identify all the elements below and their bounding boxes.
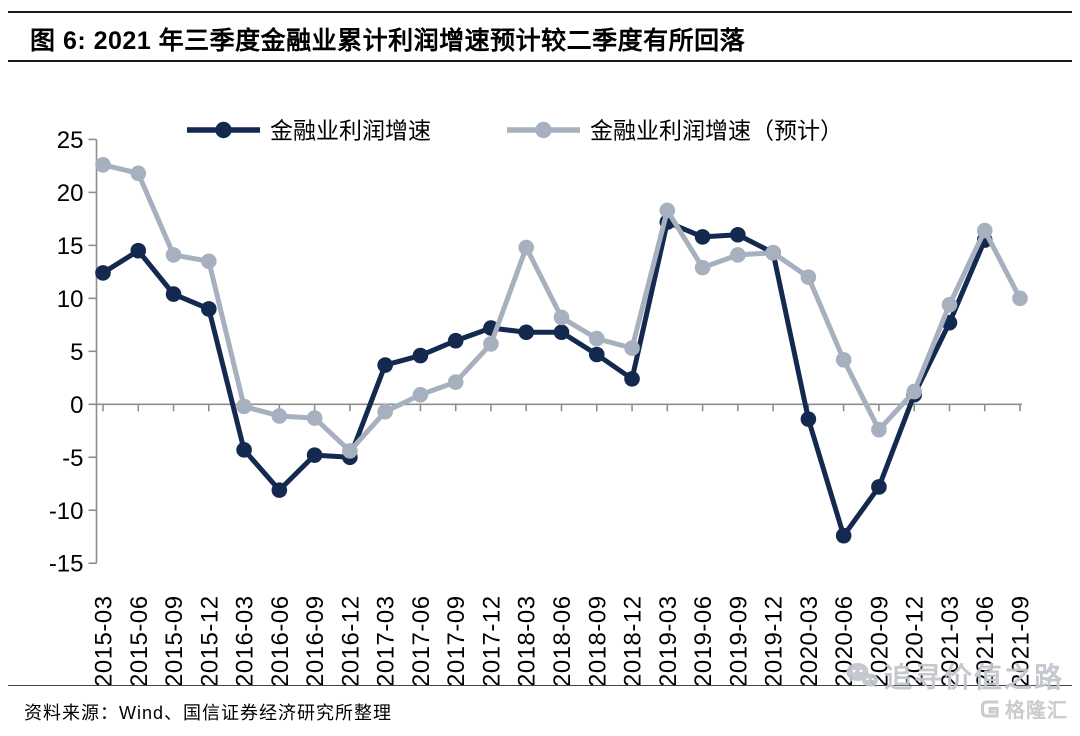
svg-text:2016-09: 2016-09 (302, 595, 329, 687)
gelonghui-logo: 格隆汇 (979, 694, 1068, 723)
svg-text:2016-06: 2016-06 (267, 595, 294, 687)
figure-title: 图 6: 2021 年三季度金融业累计利润增速预计较二季度有所回落 (30, 27, 746, 55)
svg-text:金融业利润增速: 金融业利润增速 (270, 118, 431, 144)
legend: 金融业利润增速 金融业利润增速（预计） (187, 118, 843, 144)
svg-text:10: 10 (57, 286, 84, 313)
svg-text:25: 25 (57, 127, 84, 154)
svg-text:2018-12: 2018-12 (620, 595, 647, 687)
wechat-icon (846, 663, 878, 688)
svg-text:2018-06: 2018-06 (549, 595, 576, 687)
svg-text:2020-03: 2020-03 (796, 595, 823, 687)
svg-text:金融业利润增速（预计）: 金融业利润增速（预计） (590, 118, 843, 144)
svg-text:2017-12: 2017-12 (478, 595, 505, 687)
svg-text:2021-09: 2021-09 (1008, 595, 1035, 687)
svg-text:20: 20 (57, 180, 84, 207)
svg-text:-15: -15 (49, 551, 84, 578)
svg-text:2019-06: 2019-06 (690, 595, 717, 687)
svg-text:2019-09: 2019-09 (725, 595, 752, 687)
svg-text:2016-12: 2016-12 (337, 595, 364, 687)
svg-text:2015-06: 2015-06 (126, 595, 153, 687)
svg-text:2015-12: 2015-12 (196, 595, 223, 687)
top-rule (8, 11, 1072, 13)
svg-text:2020-12: 2020-12 (902, 595, 929, 687)
title-rule (8, 60, 1072, 62)
svg-text:-5: -5 (62, 445, 83, 472)
svg-text:2018-09: 2018-09 (584, 595, 611, 687)
svg-text:2019-12: 2019-12 (761, 595, 788, 687)
svg-text:2017-09: 2017-09 (443, 595, 470, 687)
svg-text:2018-03: 2018-03 (514, 595, 541, 687)
svg-text:2021-03: 2021-03 (937, 595, 964, 687)
svg-text:2017-06: 2017-06 (408, 595, 435, 687)
svg-text:15: 15 (57, 233, 84, 260)
svg-text:2015-09: 2015-09 (161, 595, 188, 687)
gelonghui-logo-text: 格隆汇 (1005, 700, 1068, 722)
watermark-text: 追寻价值之路 (883, 662, 1064, 693)
svg-text:2019-03: 2019-03 (655, 595, 682, 687)
svg-text:2016-03: 2016-03 (232, 595, 259, 687)
bottom-rule (8, 685, 1072, 686)
svg-text:5: 5 (70, 339, 83, 366)
svg-text:-10: -10 (49, 498, 84, 525)
watermark: 追寻价值之路 (845, 656, 1064, 696)
source-note: 资料来源：Wind、国信证券经济研究所整理 (24, 703, 393, 723)
svg-text:0: 0 (70, 392, 83, 419)
data-series (95, 157, 1028, 544)
svg-text:2020-09: 2020-09 (866, 595, 893, 687)
gelonghui-g-icon (981, 700, 999, 717)
y-axis: 25 20 15 10 5 0 -5 -10 -15 (49, 127, 98, 578)
svg-text:2021-06: 2021-06 (972, 595, 999, 687)
svg-text:2015-03: 2015-03 (91, 595, 118, 687)
svg-text:2017-03: 2017-03 (373, 595, 400, 687)
